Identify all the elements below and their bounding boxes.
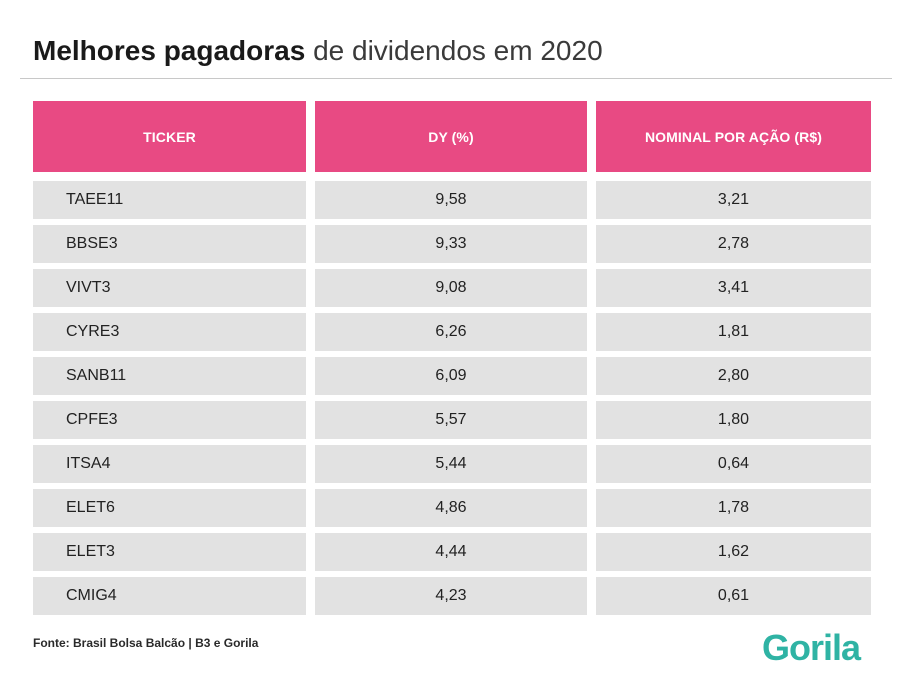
dividend-table: TICKER DY (%) NOMINAL POR AÇÃO (R$) TAEE…	[33, 101, 871, 621]
cell-ticker: BBSE3	[33, 225, 306, 263]
source-note: Fonte: Brasil Bolsa Balcão | B3 e Gorila	[33, 636, 259, 650]
cell-nominal: 1,78	[596, 489, 871, 527]
cell-dy: 9,08	[315, 269, 587, 307]
chart-title-light: de dividendos em 2020	[305, 35, 603, 66]
cell-ticker: ITSA4	[33, 445, 306, 483]
title-divider	[20, 78, 892, 79]
cell-dy: 4,23	[315, 577, 587, 615]
header-ticker: TICKER	[33, 101, 306, 172]
cell-nominal: 2,78	[596, 225, 871, 263]
cell-dy: 6,09	[315, 357, 587, 395]
table-row: ELET6 4,86 1,78	[33, 489, 871, 527]
chart-title: Melhores pagadoras de dividendos em 2020	[33, 34, 603, 68]
table-row: SANB11 6,09 2,80	[33, 357, 871, 395]
table-row: ITSA4 5,44 0,64	[33, 445, 871, 483]
table-row: CPFE3 5,57 1,80	[33, 401, 871, 439]
cell-ticker: CPFE3	[33, 401, 306, 439]
table-header-row: TICKER DY (%) NOMINAL POR AÇÃO (R$)	[33, 101, 871, 172]
cell-ticker: SANB11	[33, 357, 306, 395]
table-row: ELET3 4,44 1,62	[33, 533, 871, 571]
cell-ticker: ELET6	[33, 489, 306, 527]
cell-ticker: VIVT3	[33, 269, 306, 307]
cell-nominal: 3,41	[596, 269, 871, 307]
header-dy: DY (%)	[315, 101, 587, 172]
cell-dy: 5,57	[315, 401, 587, 439]
cell-dy: 9,33	[315, 225, 587, 263]
cell-dy: 6,26	[315, 313, 587, 351]
gorila-logo: Gorila	[762, 627, 861, 668]
chart-title-bold: Melhores pagadoras	[33, 35, 306, 66]
header-nominal: NOMINAL POR AÇÃO (R$)	[596, 101, 871, 172]
table-row: VIVT3 9,08 3,41	[33, 269, 871, 307]
table-body: TAEE11 9,58 3,21 BBSE3 9,33 2,78 VIVT3 9,08 3,41…	[33, 181, 871, 615]
cell-nominal: 3,21	[596, 181, 871, 219]
table-row: BBSE3 9,33 2,78	[33, 225, 871, 263]
cell-ticker: CMIG4	[33, 577, 306, 615]
table-row: CYRE3 6,26 1,81	[33, 313, 871, 351]
cell-nominal: 1,62	[596, 533, 871, 571]
cell-nominal: 0,64	[596, 445, 871, 483]
cell-nominal: 2,80	[596, 357, 871, 395]
cell-ticker: TAEE11	[33, 181, 306, 219]
cell-dy: 4,86	[315, 489, 587, 527]
cell-dy: 5,44	[315, 445, 587, 483]
cell-dy: 9,58	[315, 181, 587, 219]
cell-dy: 4,44	[315, 533, 587, 571]
cell-nominal: 0,61	[596, 577, 871, 615]
cell-ticker: ELET3	[33, 533, 306, 571]
cell-ticker: CYRE3	[33, 313, 306, 351]
table-row: TAEE11 9,58 3,21	[33, 181, 871, 219]
cell-nominal: 1,81	[596, 313, 871, 351]
cell-nominal: 1,80	[596, 401, 871, 439]
table-row: CMIG4 4,23 0,61	[33, 577, 871, 615]
